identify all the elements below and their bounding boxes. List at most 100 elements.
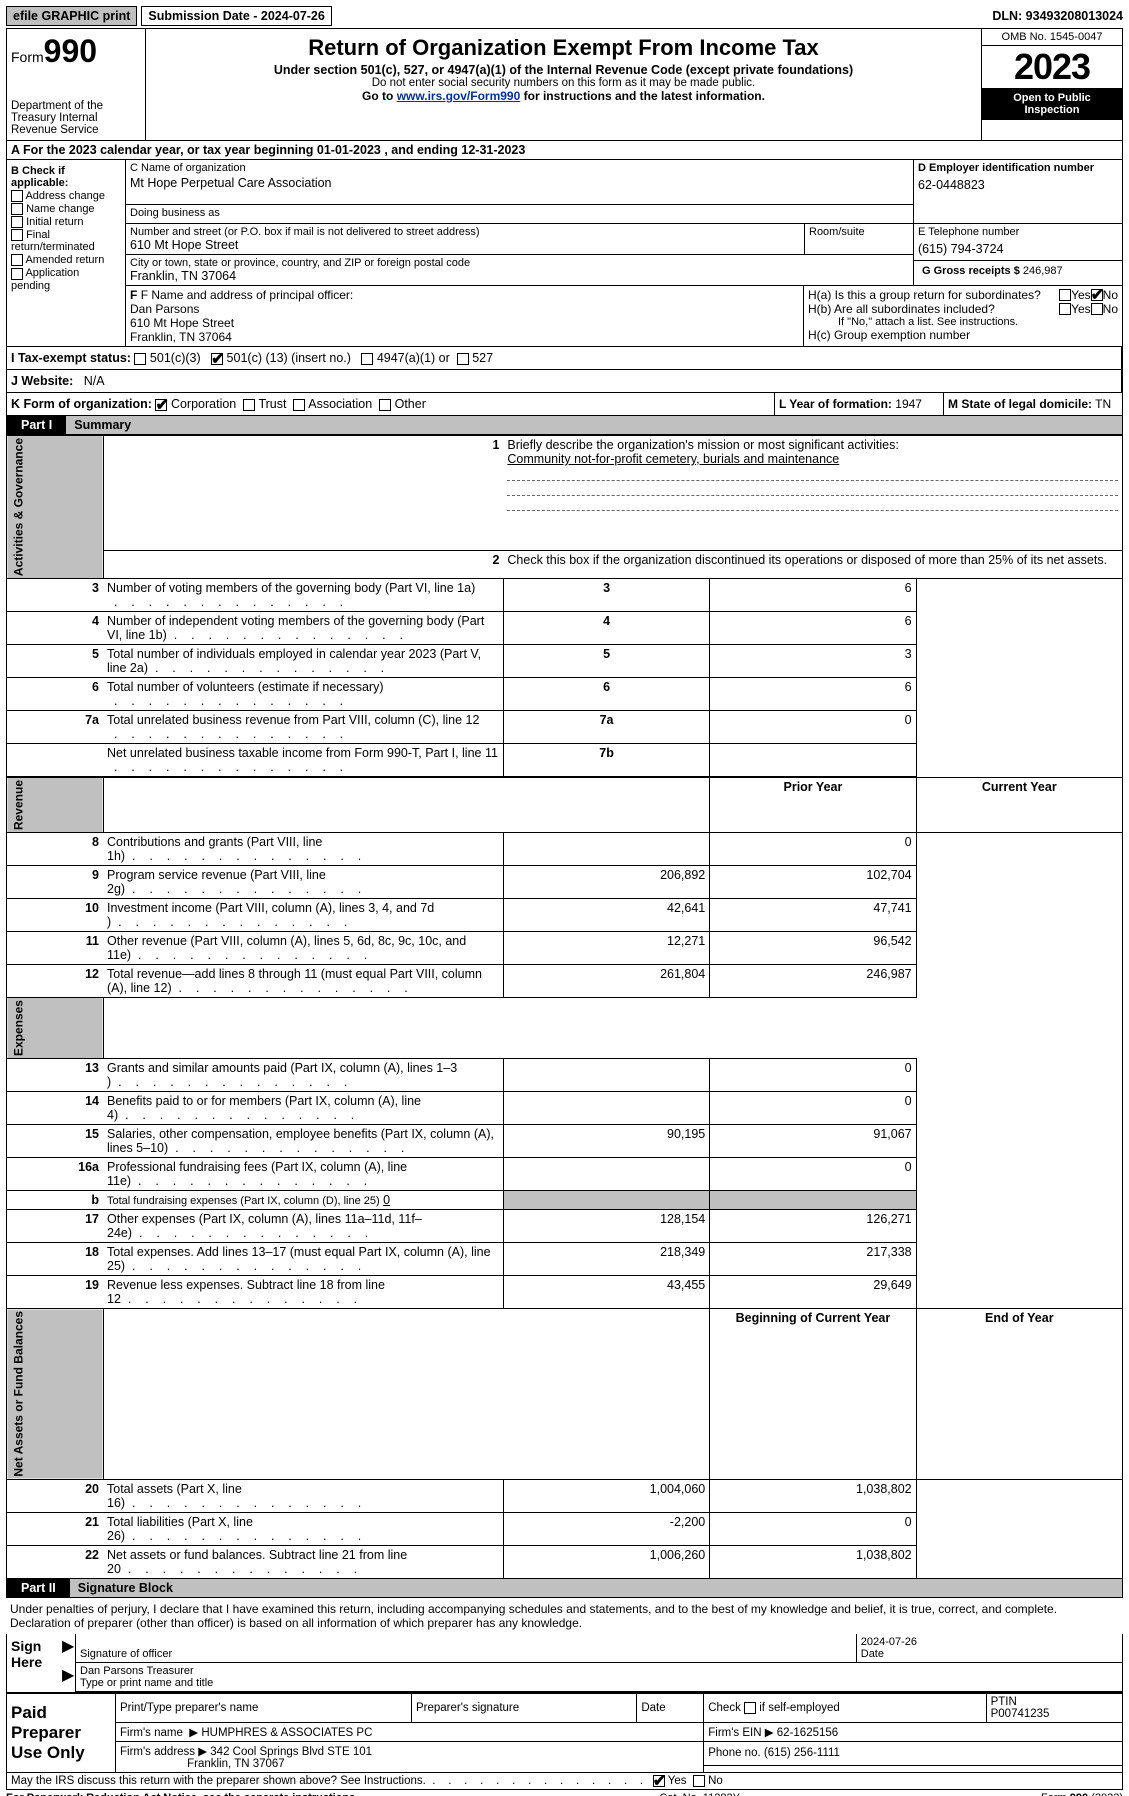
k-label: K Form of organization:: [11, 397, 152, 411]
summary-table: Activities & Governance 1 Briefly descri…: [6, 435, 1123, 1579]
cb-app-pending[interactable]: [11, 268, 23, 280]
d-ein-label: D Employer identification number: [918, 162, 1118, 174]
officer-name-title: Dan Parsons Treasurer: [80, 1665, 194, 1677]
goto-suffix: for instructions and the latest informat…: [520, 89, 765, 103]
cb-initial-return[interactable]: [11, 216, 23, 228]
pra-notice: For Paperwork Reduction Act Notice, see …: [6, 1792, 358, 1796]
hc-label: H(c) Group exemption number: [808, 328, 1118, 342]
cb-ha-no[interactable]: [1091, 289, 1103, 301]
form-word: Form: [11, 49, 44, 65]
city-state-zip: Franklin, TN 37064: [130, 269, 909, 283]
sig-officer-label: Signature of officer: [80, 1648, 172, 1660]
header-sub1: Under section 501(c), 527, or 4947(a)(1)…: [150, 63, 977, 77]
cb-hb-no[interactable]: [1091, 303, 1103, 315]
website: N/A: [84, 374, 105, 388]
vtab-revenue: Revenue: [7, 778, 104, 833]
ptin-label: PTIN: [991, 1696, 1017, 1708]
header-left: Form990 Department of the Treasury Inter…: [7, 29, 146, 140]
dln: DLN: 93493208013024: [992, 9, 1123, 23]
line-a-period: A For the 2023 calendar year, or tax yea…: [6, 141, 1123, 160]
form-title: Return of Organization Exempt From Incom…: [150, 35, 977, 61]
firm-ein: 62-1625156: [777, 1727, 838, 1739]
top-bar: efile GRAPHIC print Submission Date - 20…: [6, 6, 1123, 26]
i-label: I Tax-exempt status:: [11, 351, 131, 365]
l1-label: Briefly describe the organization's miss…: [507, 438, 898, 452]
submission-date: Submission Date - 2024-07-26: [141, 6, 331, 26]
prep-name-hdr: Print/Type preparer's name: [116, 1693, 412, 1722]
cb-name-change[interactable]: [11, 203, 23, 215]
cb-501c3[interactable]: [134, 353, 146, 365]
ptin-val: P00741235: [991, 1708, 1050, 1720]
state-domicile: TN: [1095, 397, 1111, 411]
footer: For Paperwork Reduction Act Notice, see …: [6, 1792, 1123, 1796]
addr-label: Number and street (or P.O. box if mail i…: [130, 226, 480, 238]
goto-label: Go to: [362, 89, 397, 103]
l2-text: Check this box if the organization disco…: [507, 553, 1107, 567]
l16b-val: 0: [383, 1193, 390, 1207]
prep-date-hdr: Date: [637, 1693, 704, 1722]
city-label: City or town, state or province, country…: [130, 257, 470, 269]
i-tax-exempt: I Tax-exempt status: 501(c)(3) 501(c) (1…: [7, 347, 1122, 369]
open-public: Open to Public Inspection: [982, 88, 1122, 120]
room-suite-label: Room/suite: [804, 224, 913, 254]
c-name-label: C Name of organization: [130, 162, 909, 174]
header-sub2: Do not enter social security numbers on …: [150, 77, 977, 89]
cb-ha-yes[interactable]: [1059, 289, 1071, 301]
cb-assoc[interactable]: [293, 399, 305, 411]
501c-number: 13: [270, 351, 284, 365]
cb-discuss-no[interactable]: [693, 1775, 705, 1787]
officer-city: Franklin, TN 37064: [130, 330, 799, 344]
firm-addr: 342 Cool Springs Blvd STE 101: [210, 1746, 372, 1758]
phone-label: Phone no.: [708, 1747, 760, 1759]
begin-year-hdr: Beginning of Current Year: [710, 1309, 916, 1480]
cb-address-change[interactable]: [11, 190, 23, 202]
cb-527[interactable]: [457, 353, 469, 365]
cb-corp[interactable]: [155, 399, 167, 411]
m-label: M State of legal domicile:: [948, 397, 1092, 411]
sig-date-val: 2024-07-26: [861, 1636, 917, 1648]
g-label: G Gross receipts $: [922, 265, 1020, 277]
prior-year-hdr: Prior Year: [710, 778, 916, 833]
b-checkboxes: B Check if applicable: Address change Na…: [7, 160, 126, 346]
street-address: 610 Mt Hope Street: [130, 238, 800, 252]
header-right: OMB No. 1545-0047 2023 Open to Public In…: [981, 29, 1122, 140]
end-year-hdr: End of Year: [916, 1309, 1122, 1480]
cb-final-return[interactable]: [11, 229, 23, 241]
hb-label: H(b) Are all subordinates included?: [808, 302, 1059, 316]
cb-hb-yes[interactable]: [1059, 303, 1071, 315]
officer-addr: 610 Mt Hope Street: [130, 316, 799, 330]
firm-ein-label: Firm's EIN: [708, 1727, 761, 1739]
l16b-num: b: [7, 1191, 104, 1210]
b-title: B Check if applicable:: [11, 165, 121, 189]
ha-label: H(a) Is this a group return for subordin…: [808, 288, 1059, 302]
dba-label: Doing business as: [130, 207, 220, 219]
efile-label[interactable]: efile GRAPHIC print: [6, 6, 137, 26]
form-number: 990: [44, 33, 97, 69]
e-tel-label: E Telephone number: [918, 226, 1118, 238]
vtab-net-assets: Net Assets or Fund Balances: [7, 1309, 104, 1480]
dept-treasury: Department of the Treasury Internal Reve…: [11, 100, 141, 136]
part-i-title: Summary: [66, 418, 131, 432]
cat-no: Cat. No. 11282Y: [358, 1792, 1041, 1796]
type-name-label: Type or print name and title: [80, 1677, 213, 1689]
cb-other[interactable]: [379, 399, 391, 411]
omb-number: OMB No. 1545-0047: [982, 29, 1122, 46]
cb-501c[interactable]: [211, 353, 223, 365]
signature-block: Sign Here ▶Signature of officer 2024-07-…: [6, 1634, 1123, 1693]
j-label: J Website:: [11, 374, 73, 388]
mission-text: Community not-for-profit cemetery, buria…: [507, 452, 839, 466]
cb-self-employed[interactable]: [744, 1702, 756, 1714]
cb-amended[interactable]: [11, 254, 23, 266]
cb-discuss-yes[interactable]: [653, 1775, 665, 1787]
entity-block: B Check if applicable: Address change Na…: [6, 160, 1123, 347]
firm-name: HUMPHRES & ASSOCIATES PC: [201, 1727, 372, 1739]
current-year-hdr: Current Year: [916, 778, 1122, 833]
part-ii-tag: Part II: [7, 1579, 70, 1597]
cb-trust[interactable]: [243, 399, 255, 411]
firm-name-label: Firm's name: [120, 1727, 183, 1739]
irs-link[interactable]: www.irs.gov/Form990: [397, 89, 521, 103]
paid-preparer-label: Paid Preparer Use Only: [7, 1693, 116, 1772]
vtab-expenses: Expenses: [7, 998, 104, 1059]
cb-4947[interactable]: [361, 353, 373, 365]
firm-addr-label: Firm's address: [120, 1746, 195, 1758]
